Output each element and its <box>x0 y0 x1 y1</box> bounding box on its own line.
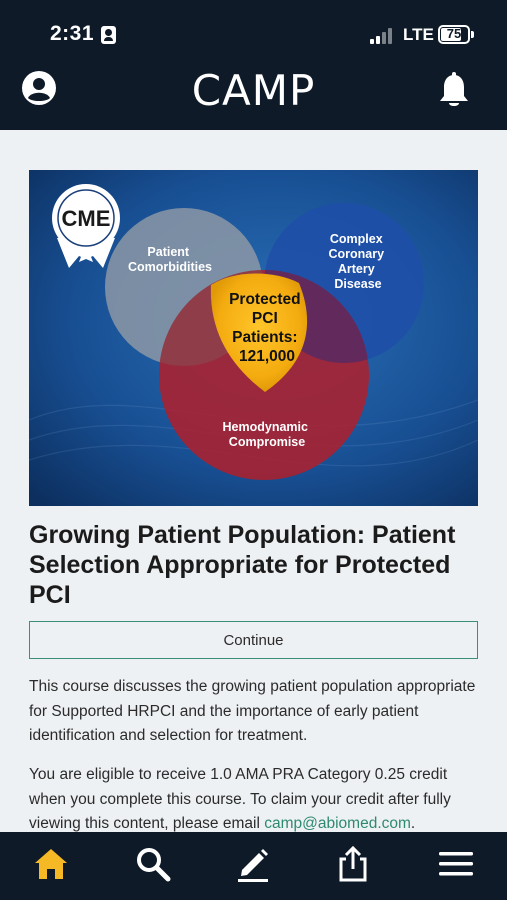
label-cad-1: Complex <box>330 232 383 246</box>
course-banner-image: CME Patient Comorbidities Complex Corona… <box>29 170 478 506</box>
search-icon <box>137 848 171 882</box>
cme-badge: CME <box>52 184 120 268</box>
svg-text:Protected PCI Pati: Protected PCI Patients: 121,000 <box>229 291 305 365</box>
status-time: 2:31 <box>50 22 95 45</box>
course-description: This course discusses the growing patien… <box>29 678 476 744</box>
label-hemodynamic-1: Hemodynamic <box>223 420 308 434</box>
share-icon <box>339 845 367 882</box>
continue-button[interactable]: Continue <box>29 621 478 659</box>
pencil-icon <box>238 849 268 882</box>
svg-text:Hemodynamic Compromise: Hemodynamic Compromise <box>223 420 312 449</box>
battery-level: 75 <box>446 26 462 41</box>
label-cad-3: Artery <box>338 262 375 276</box>
label-center-4: 121,000 <box>239 348 295 365</box>
tab-share[interactable] <box>333 844 373 884</box>
label-cad-4: Disease <box>334 277 381 291</box>
course-title: Growing Patient Population: Patient Sele… <box>29 521 456 609</box>
label-comorbidities-1: Patient <box>147 245 190 259</box>
profile-button[interactable] <box>21 70 57 106</box>
credit-info-text: You are eligible to receive 1.0 AMA PRA … <box>29 766 451 832</box>
network-type: LTE <box>403 25 434 44</box>
app-header: CAMP <box>0 66 507 130</box>
label-center-3: Patients: <box>232 329 297 346</box>
tab-edit[interactable] <box>233 844 273 884</box>
tab-search[interactable] <box>133 844 173 884</box>
credit-info: You are eligible to receive 1.0 AMA PRA … <box>29 763 479 837</box>
account-circle-icon <box>22 71 56 105</box>
battery-icon: 75 <box>438 25 470 44</box>
label-cad-2: Coronary <box>328 247 384 261</box>
bottom-tab-bar <box>0 832 507 900</box>
camp-logo: CAMP <box>191 66 316 115</box>
label-hemodynamic-2: Compromise <box>229 435 305 449</box>
label-center-1: Protected <box>229 291 301 308</box>
venn-center-intersection <box>210 273 308 392</box>
email-link[interactable]: camp@abiomed.com <box>264 815 411 832</box>
label-center-2: PCI <box>252 310 278 327</box>
home-icon <box>35 849 67 879</box>
svg-text:Complex Coronary A: Complex Coronary Artery Disease <box>328 232 387 291</box>
battery-nub <box>471 31 474 38</box>
status-bar: 2:31 LTE 75 <box>0 0 507 66</box>
hamburger-menu-icon <box>439 852 473 876</box>
contact-card-icon <box>101 26 116 44</box>
svg-text:Patient Comorbidities: Patient Comorbidities <box>128 245 212 274</box>
tab-home[interactable] <box>31 844 71 884</box>
credit-info-end: . <box>410 815 416 832</box>
battery-fill <box>441 28 461 41</box>
cellular-signal-icon <box>370 28 396 44</box>
cme-badge-label: CME <box>62 206 111 231</box>
notifications-button[interactable] <box>437 72 471 110</box>
label-comorbidities-2: Comorbidities <box>128 260 212 274</box>
bell-icon <box>440 72 468 106</box>
tab-menu[interactable] <box>436 844 476 884</box>
